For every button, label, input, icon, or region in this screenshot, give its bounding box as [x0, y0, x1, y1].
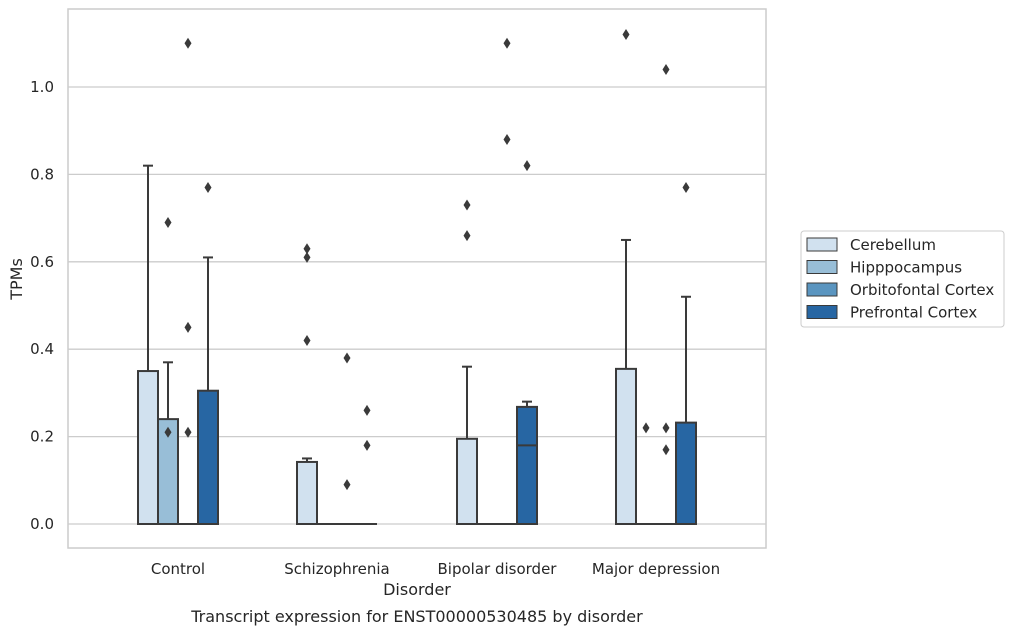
outlier-point — [622, 29, 630, 41]
outlier-point — [363, 404, 371, 416]
plot-area — [137, 29, 697, 526]
y-tick-label: 0.0 — [30, 515, 54, 533]
outlier-point — [184, 426, 192, 438]
x-axis-label: Disorder — [383, 580, 451, 599]
legend-frame — [800, 230, 1005, 328]
x-tick-label: Schizophrenia — [284, 560, 389, 578]
outlier-point — [343, 352, 351, 364]
outlier-point — [303, 243, 311, 255]
outlier-point — [642, 422, 650, 434]
y-axis-label: TPMs — [7, 258, 26, 301]
x-tick-label: Bipolar disorder — [438, 560, 558, 578]
x-tick-label: Control — [151, 560, 205, 578]
chart-caption: Transcript expression for ENST0000053048… — [190, 607, 643, 626]
box-0-1 — [296, 243, 318, 526]
legend-swatch — [806, 282, 838, 297]
y-tick-label: 0.4 — [30, 340, 54, 358]
outlier-point — [184, 321, 192, 333]
outlier-point — [503, 37, 511, 49]
box-body — [137, 370, 159, 525]
outlier-point — [662, 444, 670, 456]
outlier-point — [463, 230, 471, 242]
x-axis-ticks: Control Schizophrenia Bipolar disorder Majo… — [151, 560, 720, 578]
plot-frame — [67, 8, 767, 549]
outlier-point — [164, 426, 172, 438]
outlier-point — [363, 439, 371, 451]
box-3-0 — [197, 182, 219, 525]
box-2-2 — [497, 37, 517, 525]
y-axis-ticks: 0.0 0.2 0.4 0.6 0.8 1.0 — [30, 78, 54, 533]
box-body — [197, 389, 219, 525]
outlier-point — [164, 216, 172, 228]
box-2-3 — [656, 64, 676, 525]
legend-entry: Prefrontal Cortex — [850, 304, 977, 322]
y-tick-label: 0.2 — [30, 428, 54, 446]
legend-swatch — [806, 305, 838, 319]
box-1-0 — [157, 216, 179, 525]
box-2-1 — [337, 352, 357, 525]
legend-entry: Orbitofontal Cortex — [850, 281, 994, 299]
outlier-point — [184, 37, 192, 49]
x-tick-label: Major depression — [592, 560, 720, 578]
box-2-0 — [178, 37, 198, 525]
box-3-1 — [357, 404, 377, 525]
box-body — [675, 421, 697, 525]
y-tick-label: 0.6 — [30, 253, 54, 271]
outlier-point — [523, 160, 531, 172]
box-0-2 — [456, 199, 478, 525]
legend-entry: Hipppocampus — [850, 259, 962, 277]
box-body — [615, 367, 637, 525]
y-tick-label: 0.8 — [30, 165, 54, 183]
outlier-point — [303, 251, 311, 263]
outlier-point — [682, 182, 690, 194]
legend-swatch — [806, 260, 838, 274]
outlier-point — [503, 133, 511, 145]
outlier-point — [463, 199, 471, 211]
box-3-3 — [675, 182, 697, 525]
box-body — [296, 460, 318, 526]
outlier-point — [343, 479, 351, 491]
outlier-point — [662, 422, 670, 434]
box-0-0 — [137, 164, 159, 525]
y-tick-label: 1.0 — [30, 78, 54, 96]
legend: Cerebellum Hipppocampus Orbitofontal Corte… — [800, 230, 1005, 328]
box-1-3 — [636, 422, 656, 525]
outlier-point — [303, 334, 311, 346]
legend-swatch — [806, 237, 838, 252]
box-3-2 — [516, 160, 538, 525]
box-0-3 — [615, 29, 637, 525]
box-body — [516, 405, 538, 525]
box-body — [456, 437, 478, 525]
outlier-point — [662, 64, 670, 76]
outlier-point — [204, 182, 212, 194]
legend-entry: Cerebellum — [850, 236, 936, 254]
